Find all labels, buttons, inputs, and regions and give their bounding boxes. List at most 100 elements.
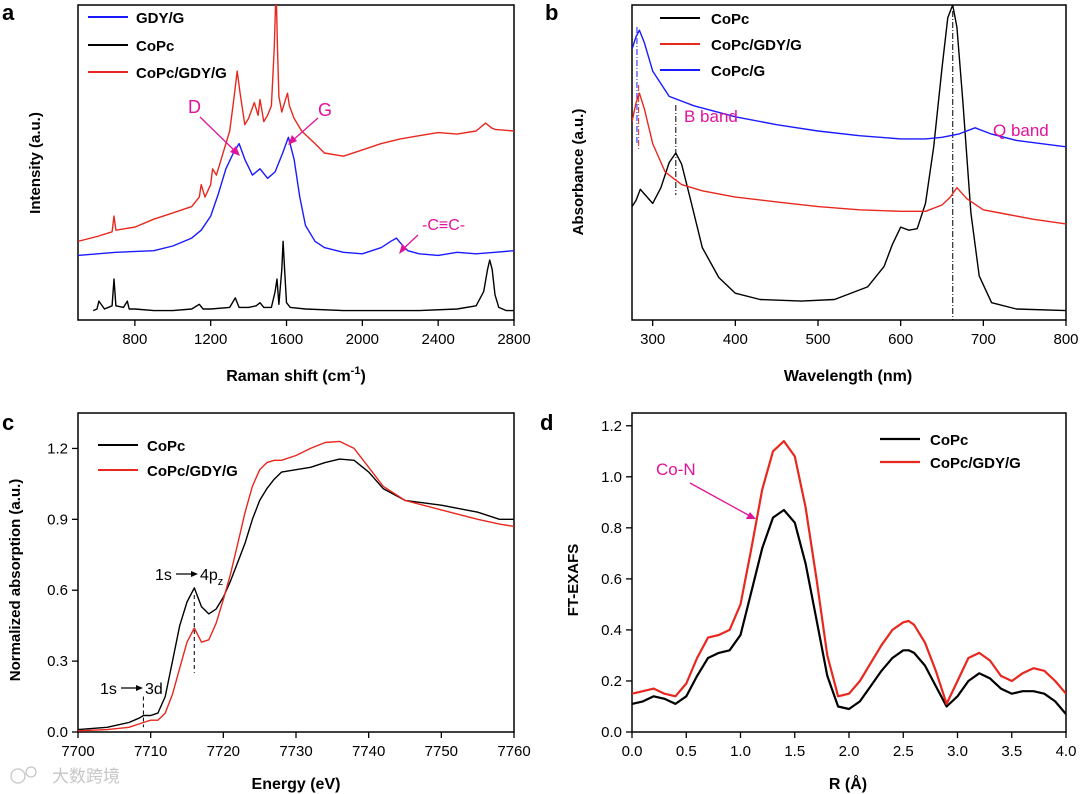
- y-tick-label-d-3: 0.6: [601, 571, 622, 588]
- series-line-c-copc-gdy-g: [78, 440, 514, 732]
- x-tick-label-c-0: 7700: [61, 743, 94, 760]
- panel-b-letter: b: [545, 0, 558, 25]
- panel-b-series: [632, 5, 1066, 312]
- legend-label-copc-b: CoPc: [711, 11, 749, 28]
- y-tick-label-d-6: 1.2: [601, 418, 622, 435]
- x-tick-label-d-1: 0.5: [676, 743, 697, 760]
- annotation-alkyne: -C≡C-: [422, 217, 465, 234]
- legend-label-copc-gdy-g: CoPc/GDY/G: [136, 65, 227, 82]
- panel-b-frame: [631, 4, 1067, 321]
- legend-label-copc-gdy-g-d: CoPc/GDY/G: [930, 455, 1021, 472]
- x-tick-label-b-5: 800: [1053, 331, 1078, 348]
- series-line-b-copc-g: [632, 29, 1066, 148]
- legend-label-gdy-g: GDY/G: [136, 10, 184, 27]
- annotation-g-band: G: [318, 100, 332, 120]
- y-tick-label-d-2: 0.4: [601, 622, 622, 639]
- panel-b-x-label: Wavelength (nm): [784, 368, 912, 385]
- x-tick-label-b-3: 600: [888, 331, 913, 348]
- panel-b: b 300 400 500 600 700 800 Absorbance (a.u.) W…: [545, 0, 1079, 385]
- panel-d-series: [632, 440, 1066, 715]
- watermark-logo-icon-2: [25, 766, 37, 778]
- x-tick-label-d-0: 0.0: [622, 743, 643, 760]
- x-tick-label-a-3: 2000: [346, 331, 379, 348]
- panel-c-reference-lines: [142, 594, 195, 728]
- watermark: 大数跨境: [10, 766, 120, 786]
- x-tick-label-c-4: 7740: [352, 743, 385, 760]
- panel-c-y-label: Normalized absorption (a.u.): [7, 479, 24, 682]
- x-tick-label-d-5: 2.5: [893, 743, 914, 760]
- panel-a-frame: [77, 4, 515, 321]
- x-tick-label-b-2: 500: [805, 331, 830, 348]
- panel-b-x-ticks: 300 400 500 600 700 800: [640, 320, 1079, 348]
- x-tick-label-c-5: 7750: [425, 743, 458, 760]
- annotation-b-band: B band: [684, 107, 738, 126]
- y-tick-label-c-2: 0.6: [47, 582, 68, 599]
- annotation-co-n: Co-N: [656, 460, 696, 479]
- series-line-a-copc-gdy-g: [78, 5, 514, 242]
- x-tick-label-d-2: 1.0: [730, 743, 751, 760]
- arrow-d-band: [199, 116, 237, 153]
- x-tick-label-a-4: 2400: [421, 331, 454, 348]
- x-tick-label-b-0: 300: [640, 331, 665, 348]
- y-tick-label-d-0: 0.0: [601, 724, 622, 741]
- annotation-1s-4pz-4p: 4pz: [200, 567, 223, 588]
- arrow-g-band: [291, 117, 319, 142]
- panel-d-letter: d: [540, 410, 553, 435]
- panel-c-series: [78, 440, 514, 732]
- x-tick-label-d-7: 3.5: [1001, 743, 1022, 760]
- panel-a-letter: a: [2, 0, 15, 25]
- y-tick-label-c-1: 0.3: [47, 653, 68, 670]
- legend-label-copc-c: CoPc: [147, 438, 185, 455]
- series-line-b-copc: [632, 5, 1066, 312]
- legend-label-copc-gdy-g-b: CoPc/GDY/G: [711, 37, 802, 54]
- panel-a-x-label: Raman shift (cm-1): [226, 365, 366, 385]
- x-tick-label-c-3: 7730: [279, 743, 312, 760]
- legend-label-copc-gdy-g-c: CoPc/GDY/G: [147, 463, 238, 480]
- annotation-q-band: Q band: [993, 121, 1049, 140]
- panel-a-x-ticks: 800 1200 1600 2000 2400 2800: [122, 320, 531, 348]
- annotation-1s-3d-3d: 3d: [145, 681, 163, 698]
- x-tick-label-d-8: 4.0: [1056, 743, 1077, 760]
- x-tick-label-c-2: 7720: [207, 743, 240, 760]
- x-tick-label-b-4: 700: [971, 331, 996, 348]
- panel-b-y-label: Absorbance (a.u.): [570, 109, 587, 236]
- arrow-head-co-n: [746, 512, 756, 519]
- panel-a-y-label: Intensity (a.u.): [27, 112, 44, 214]
- x-tick-label-a-5: 2800: [497, 331, 530, 348]
- legend-label-copc-g-b: CoPc/G: [711, 63, 765, 80]
- y-tick-label-c-0: 0.0: [47, 724, 68, 741]
- annotation-d-band: D: [188, 97, 201, 117]
- panel-d-y-label: FT-EXAFS: [565, 544, 582, 617]
- arrow-head-g: [288, 135, 297, 145]
- series-line-a-copc: [92, 240, 514, 312]
- x-tick-label-d-4: 2.0: [839, 743, 860, 760]
- panel-c-ticks: 7700 7710 7720 7730 7740 7750 7760 0.0 0.3 0.6 0.9…: [47, 440, 531, 760]
- panel-d-x-label: R (Å): [829, 774, 867, 793]
- annotation-1s-3d-1s: 1s: [100, 681, 117, 698]
- arrow-head-1s-3d: [136, 685, 143, 691]
- watermark-logo-icon: [10, 768, 26, 784]
- y-tick-label-c-4: 1.2: [47, 440, 68, 457]
- series-line-c-copc: [78, 458, 514, 731]
- panel-c-letter: c: [2, 410, 14, 435]
- x-tick-label-a-0: 800: [122, 331, 147, 348]
- x-tick-label-d-3: 1.5: [784, 743, 805, 760]
- legend-label-copc-d: CoPc: [930, 432, 968, 449]
- panel-b-reference-lines: [636, 11, 954, 320]
- y-tick-label-c-3: 0.9: [47, 511, 68, 528]
- y-tick-label-d-5: 1.0: [601, 469, 622, 486]
- panel-c: c 7700 7710 7720 7730 7740 7750 7760 0.0 0.3 0.6 0…: [2, 410, 531, 793]
- panel-d: d 0.0 0.5 1.0 1.5 2.0 2.5 3.0 3.5 4.0 0.0 0.2 0.4 0.…: [540, 410, 1076, 793]
- series-line-b-copc-gdy-g: [632, 92, 1066, 225]
- series-line-d-copc-gdy-g: [632, 440, 1066, 706]
- x-tick-label-d-6: 3.0: [947, 743, 968, 760]
- y-tick-label-d-1: 0.2: [601, 673, 622, 690]
- x-tick-label-a-1: 1200: [194, 331, 227, 348]
- arrow-co-n: [689, 482, 751, 517]
- legend-label-copc: CoPc: [136, 38, 174, 55]
- series-line-a-gdy-g: [78, 136, 514, 257]
- panel-a: a 800 1200 1600 2000 2400 2800 Intensity (a.u…: [2, 0, 531, 385]
- arrow-head-alkyne: [399, 244, 407, 254]
- series-line-d-copc: [632, 508, 1066, 715]
